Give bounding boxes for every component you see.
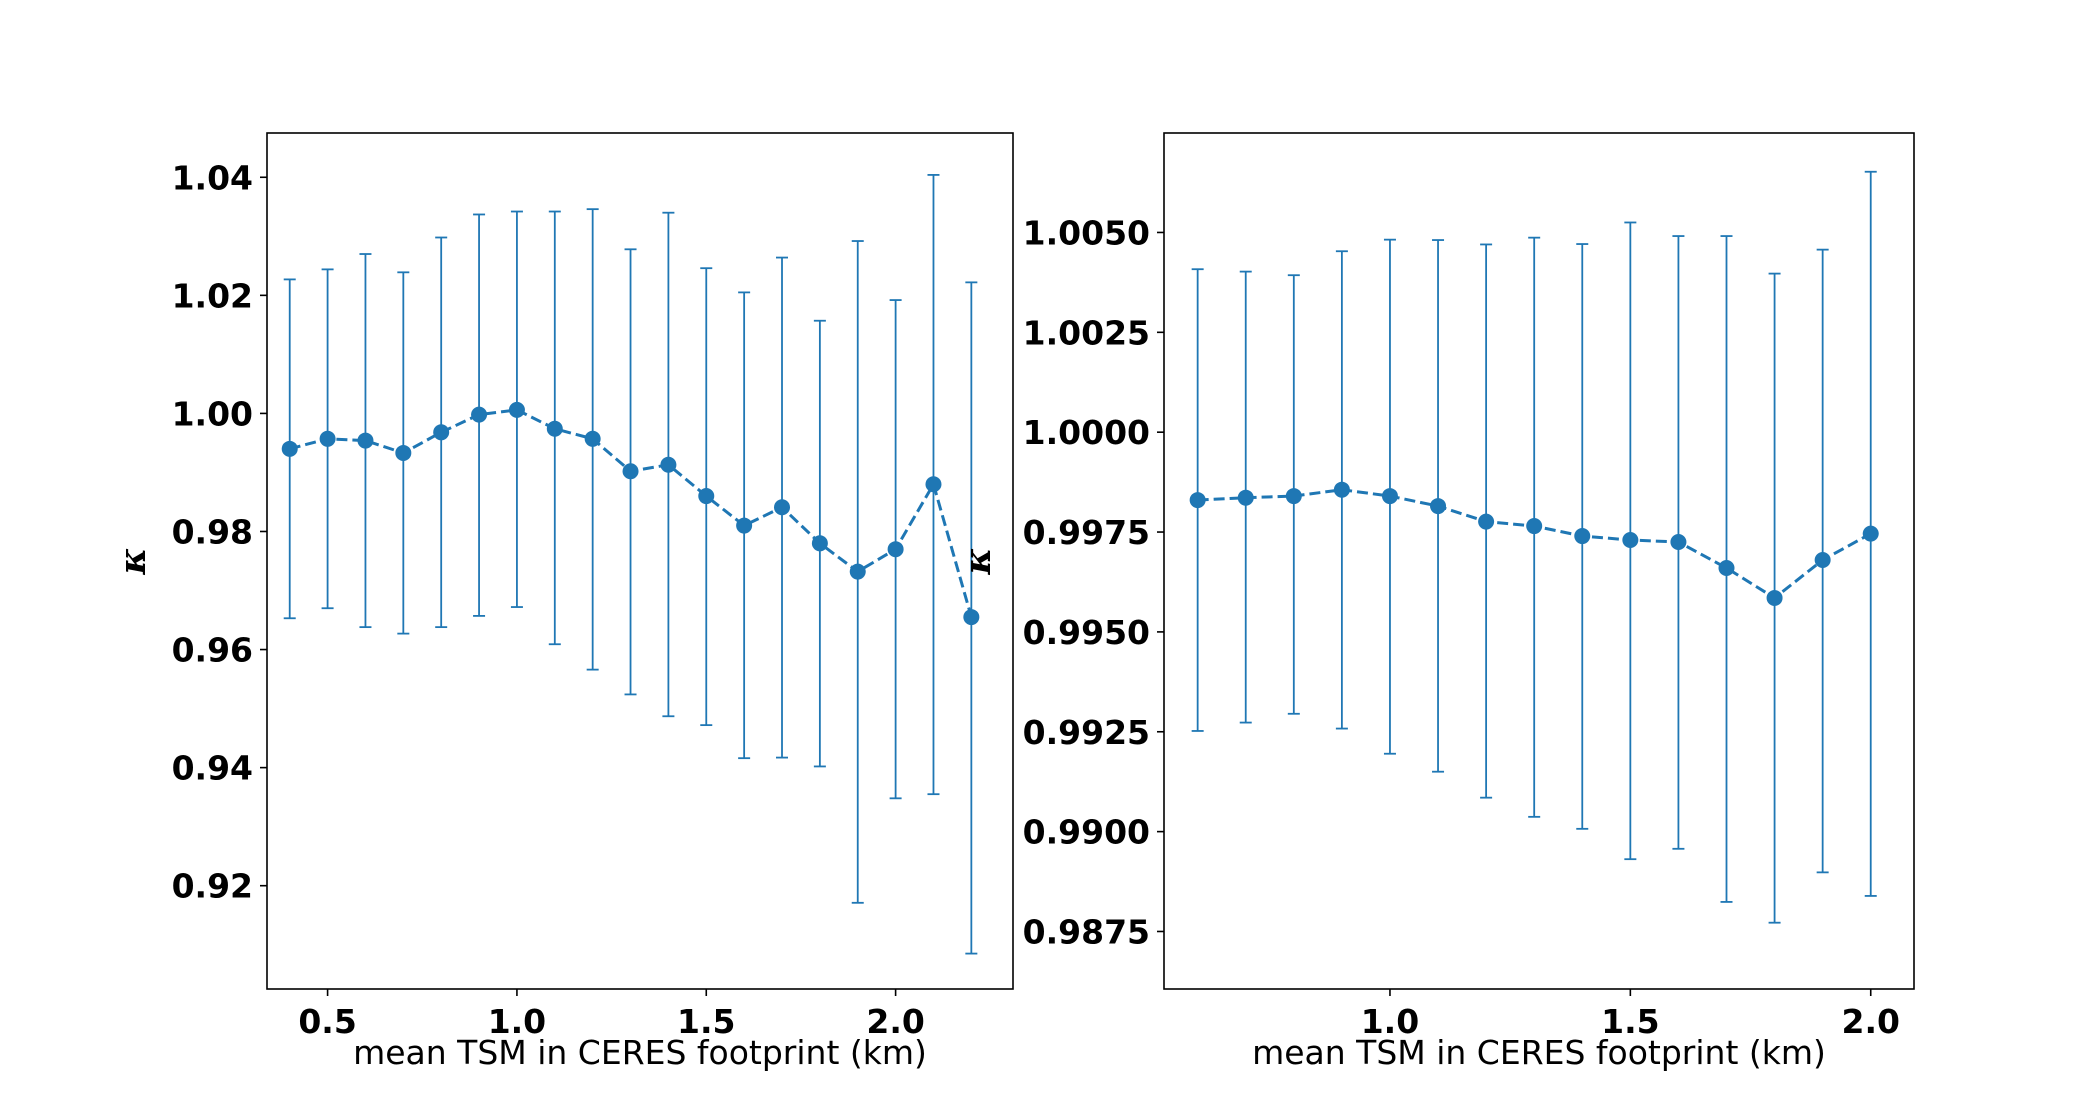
right-y-tick-label: 0.9900 xyxy=(1023,813,1150,852)
left-data-point xyxy=(319,430,336,447)
left-data-point xyxy=(887,541,904,558)
left-data-point xyxy=(660,456,677,473)
right-x-tick-label: 1.5 xyxy=(1601,1002,1659,1041)
right-data-point xyxy=(1814,552,1831,569)
right-y-tick-label: 1.0000 xyxy=(1023,413,1150,452)
right-panel: 1.0 1.5 2.0 0.9875 0.9900 0.9925 0.9950 0.9975 1… xyxy=(957,132,1915,1072)
right-data-point xyxy=(1189,492,1206,509)
left-data-point xyxy=(736,517,753,534)
right-data-point xyxy=(1622,532,1639,549)
left-data-point xyxy=(963,609,980,626)
left-data-point xyxy=(622,463,639,480)
left-data-point xyxy=(546,420,563,437)
right-y-tick-label: 0.9925 xyxy=(1023,713,1150,752)
left-y-tick-label: 0.96 xyxy=(172,631,253,670)
left-y-tick-label: 1.00 xyxy=(172,394,253,433)
right-data-point xyxy=(1381,488,1398,505)
right-y-axis-label: κ xyxy=(957,548,999,576)
left-data-point xyxy=(281,440,298,457)
right-data-point xyxy=(1237,489,1254,506)
left-data-point xyxy=(811,535,828,552)
left-data-point xyxy=(433,424,450,441)
left-panel: 0.5 1.0 1.5 2.0 0.92 0.94 0.96 0.98 1.00 1.02 1.04… xyxy=(112,132,1014,1072)
left-data-point xyxy=(698,488,715,505)
left-x-tick-label: 1.0 xyxy=(488,1002,546,1041)
right-x-tick-label: 1.0 xyxy=(1361,1002,1419,1041)
left-y-tick-label: 1.04 xyxy=(172,158,253,197)
left-y-tick-label: 1.02 xyxy=(172,276,253,315)
right-x-tick-label: 2.0 xyxy=(1841,1002,1899,1041)
left-data-point xyxy=(925,476,942,493)
right-data-point xyxy=(1862,525,1879,542)
right-y-tick-label: 1.0050 xyxy=(1023,213,1150,252)
left-x-tick-label: 1.5 xyxy=(677,1002,735,1041)
left-y-tick-label: 0.94 xyxy=(172,749,253,788)
right-data-point xyxy=(1333,481,1350,498)
right-plot-frame xyxy=(1163,132,1915,990)
left-x-axis-label: mean TSM in CERES footprint (km) xyxy=(353,1033,927,1072)
left-y-axis-label: κ xyxy=(112,548,154,576)
left-x-tick-label: 2.0 xyxy=(866,1002,924,1041)
right-data-point xyxy=(1285,488,1302,505)
left-data-point xyxy=(774,499,791,516)
right-data-point xyxy=(1526,518,1543,535)
right-y-tick-label: 0.9875 xyxy=(1023,912,1150,951)
left-y-tick-label: 0.98 xyxy=(172,512,253,551)
left-data-point xyxy=(849,563,866,580)
right-y-tick-label: 1.0025 xyxy=(1023,313,1150,352)
left-data-point xyxy=(584,430,601,447)
right-data-point xyxy=(1574,528,1591,545)
right-y-tick-label: 0.9950 xyxy=(1023,613,1150,652)
left-data-point xyxy=(508,401,525,418)
left-data-point xyxy=(357,432,374,449)
left-y-tick-label: 0.92 xyxy=(172,867,253,906)
left-x-tick-label: 0.5 xyxy=(298,1002,356,1041)
right-data-point xyxy=(1670,534,1687,551)
right-data-point xyxy=(1478,513,1495,530)
right-data-point xyxy=(1430,498,1447,515)
left-data-point xyxy=(395,444,412,461)
right-y-tick-label: 0.9975 xyxy=(1023,513,1150,552)
right-data-point xyxy=(1766,589,1783,606)
right-x-axis-label: mean TSM in CERES footprint (km) xyxy=(1252,1033,1826,1072)
right-data-point xyxy=(1718,559,1735,576)
left-plot-frame xyxy=(266,132,1014,990)
left-data-point xyxy=(471,406,488,423)
